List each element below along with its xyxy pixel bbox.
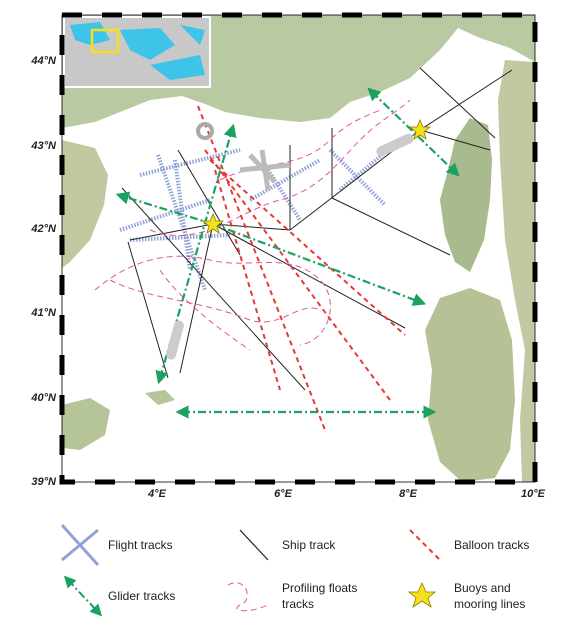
legend-flight-icon <box>60 523 100 567</box>
legend-label: Balloon tracks <box>454 538 529 552</box>
legend-label: Glider tracks <box>108 589 175 603</box>
buoy <box>201 212 225 234</box>
lat-label: 39°N <box>31 476 57 488</box>
lat-label: 41°N <box>30 307 57 319</box>
legend-ship-icon <box>239 529 269 561</box>
icons <box>166 122 414 360</box>
legend-label: Profiling floats <box>282 581 357 595</box>
legend-buoy-icon <box>407 582 437 608</box>
buoy <box>408 118 432 140</box>
map-area <box>62 15 535 482</box>
inset-map <box>63 16 211 88</box>
legend-label: tracks <box>282 597 314 611</box>
legend-glider-icon <box>63 575 103 617</box>
mallorca <box>62 398 110 450</box>
lon-label: 8°E <box>399 488 418 500</box>
legend-floats-icon <box>227 582 269 612</box>
italy <box>498 60 535 482</box>
legend-label: mooring lines <box>454 597 525 611</box>
lat-label: 42°N <box>30 223 57 235</box>
legend-label: Ship track <box>282 538 336 552</box>
legend-balloon-icon <box>409 529 441 561</box>
legend-label: Flight tracks <box>108 538 173 552</box>
lat-label: 44°N <box>30 55 57 67</box>
legend-label: Buoys and <box>454 581 511 595</box>
spain <box>62 140 108 268</box>
lat-label: 40°N <box>30 392 57 404</box>
sardinia <box>425 288 515 482</box>
lon-label: 6°E <box>274 488 293 500</box>
menorca <box>145 390 175 405</box>
frame-line <box>61 14 536 483</box>
lat-label: 43°N <box>30 140 57 152</box>
lon-label: 4°E <box>147 488 167 500</box>
lat-labels: 44°N 43°N 42°N 41°N 40°N 39°N <box>30 55 57 488</box>
lon-label: 10°E <box>521 488 546 500</box>
legend: Flight tracks Ship track Balloon tracks … <box>60 523 529 617</box>
lon-labels: 4°E 6°E 8°E 10°E <box>147 488 546 500</box>
